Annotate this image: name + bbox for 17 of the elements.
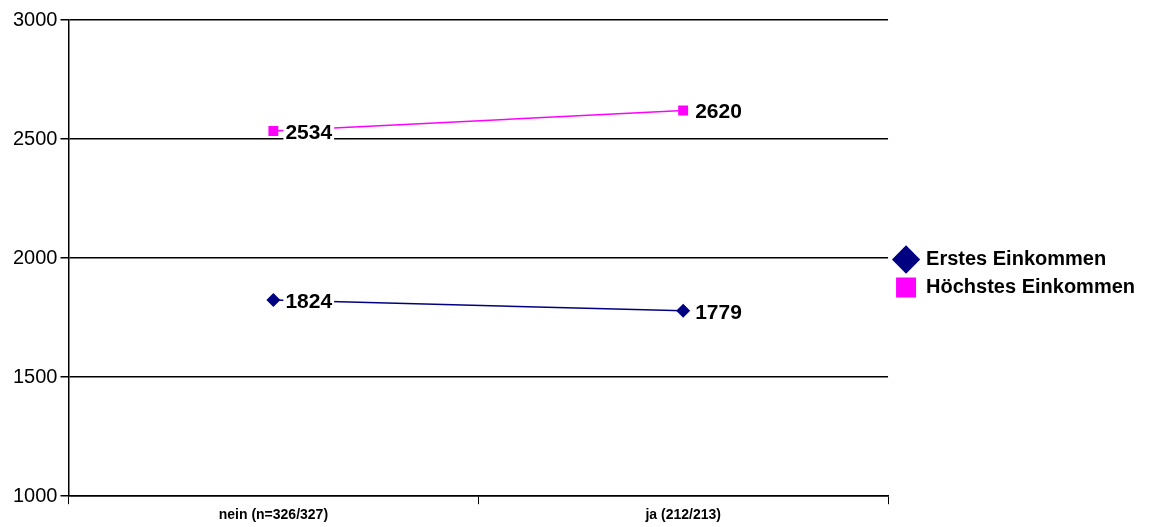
point (678, 105, 689, 116)
y-tick-label: 2000 (12, 245, 58, 268)
data-label: 1824 (285, 288, 333, 312)
legend-label: Erstes Einkommen (926, 247, 1107, 270)
x-tick-label: nein (n=326/327) (218, 506, 329, 523)
data-label: 2534 (285, 119, 333, 143)
y-tick-label: 2500 (12, 126, 58, 149)
point (266, 293, 281, 308)
legend-label: Höchstes Einkommen (926, 275, 1136, 298)
point (676, 303, 691, 318)
y-tick-label: 1000 (12, 483, 58, 506)
data-label: 1779 (695, 299, 742, 323)
x-tick-label: ja (212/213) (644, 506, 721, 523)
y-tick-label: 3000 (12, 7, 58, 30)
point (268, 126, 279, 136)
y-tick-label: 1500 (12, 364, 58, 387)
data-label: 2620 (695, 99, 742, 123)
